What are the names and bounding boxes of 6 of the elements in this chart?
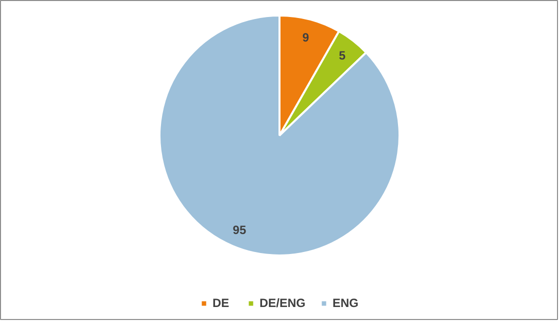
data-label: 5 (338, 48, 346, 63)
data-label: 95 (232, 222, 246, 237)
data-label: 9 (302, 30, 310, 44)
legend-label: DE (212, 296, 230, 310)
legend-label: DE/ENG (259, 296, 306, 310)
legend-label: ENG (332, 296, 359, 310)
